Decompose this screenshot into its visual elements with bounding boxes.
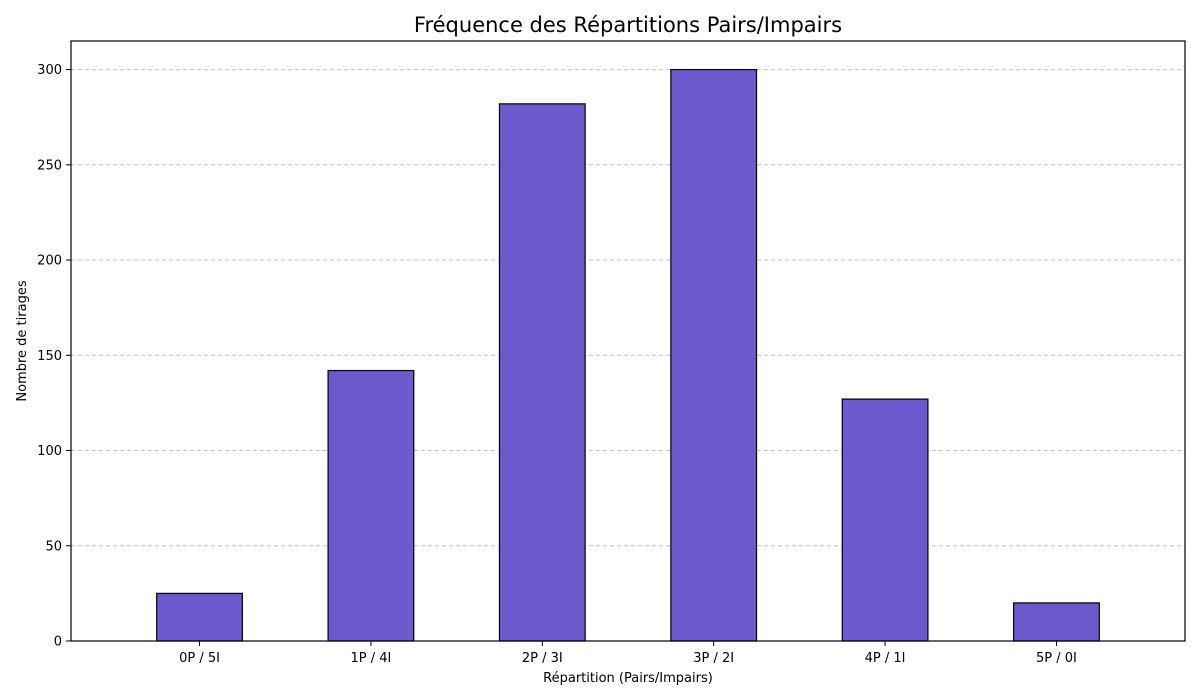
x-tick-label: 1P / 4I bbox=[350, 651, 391, 666]
y-tick-label: 0 bbox=[54, 635, 62, 650]
y-tick-label: 200 bbox=[37, 254, 62, 269]
x-axis-label: Répartition (Pairs/Impairs) bbox=[543, 671, 713, 686]
y-tick-label: 300 bbox=[37, 63, 62, 78]
bar-1 bbox=[327, 369, 415, 642]
plot-frame bbox=[70, 40, 1186, 642]
bar-5 bbox=[1013, 602, 1100, 642]
bars bbox=[156, 68, 1100, 642]
y-tick-label: 150 bbox=[37, 349, 62, 364]
chart-title: Fréquence des Répartitions Pairs/Impairs bbox=[414, 13, 842, 37]
y-axis-label: Nombre de tirages bbox=[15, 280, 30, 401]
bar-0 bbox=[156, 592, 243, 642]
x-tick-label: 0P / 5I bbox=[179, 651, 220, 666]
y-tick-label: 250 bbox=[37, 158, 62, 173]
x-tick-label: 2P / 3I bbox=[522, 651, 563, 666]
x-tick-label: 3P / 2I bbox=[693, 651, 734, 666]
bar-3 bbox=[670, 68, 758, 642]
bar-4 bbox=[841, 398, 929, 642]
grid-lines bbox=[71, 69, 1185, 547]
x-axis-ticks: 0P / 5I 1P / 4I 2P / 3I 3P / 2I 4P / 1I 5P / … bbox=[179, 641, 1077, 666]
y-axis-ticks: 0 50 100 150 200 250 300 bbox=[37, 63, 71, 650]
y-tick-label: 100 bbox=[37, 444, 62, 459]
bar-2 bbox=[498, 103, 586, 642]
x-tick-label: 4P / 1I bbox=[865, 651, 906, 666]
y-tick-label: 50 bbox=[45, 539, 62, 554]
x-tick-label: 5P / 0I bbox=[1036, 651, 1077, 666]
